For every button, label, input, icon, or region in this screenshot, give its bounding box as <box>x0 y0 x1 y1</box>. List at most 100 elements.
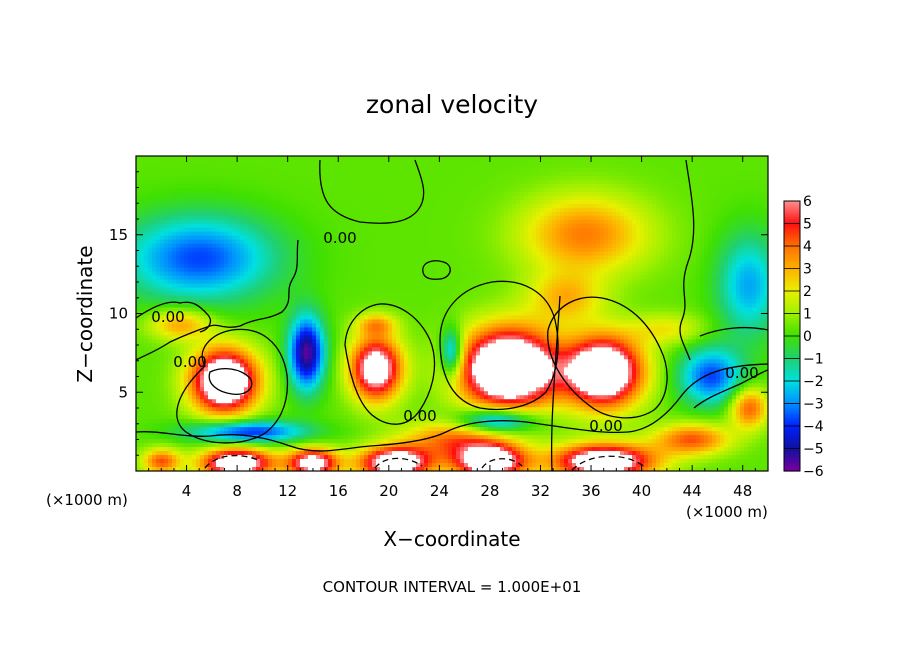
heatmap-cell <box>488 175 493 181</box>
heatmap-cell <box>324 279 329 285</box>
heatmap-cell <box>172 219 177 225</box>
heatmap-cell <box>288 191 293 197</box>
heatmap-cell <box>568 251 573 257</box>
heatmap-cell <box>224 187 229 193</box>
heatmap-cell <box>396 263 401 269</box>
heatmap-cell <box>744 207 749 213</box>
heatmap-cell <box>516 227 521 233</box>
heatmap-cell <box>444 243 449 249</box>
heatmap-cell <box>200 167 205 173</box>
heatmap-cell <box>392 195 397 201</box>
heatmap-cell <box>228 255 233 261</box>
heatmap-cell <box>608 259 613 265</box>
heatmap-cell <box>252 275 257 281</box>
heatmap-cell <box>468 243 473 249</box>
heatmap-cell <box>364 203 369 209</box>
heatmap-cell <box>428 231 433 237</box>
heatmap-cell <box>388 167 393 173</box>
heatmap-cell <box>484 247 489 253</box>
heatmap-cell <box>460 171 465 177</box>
heatmap-cell <box>192 203 197 209</box>
heatmap-cell <box>220 259 225 265</box>
heatmap-cell <box>184 251 189 257</box>
heatmap-cell <box>192 251 197 257</box>
heatmap-cell <box>516 239 521 245</box>
heatmap-cell <box>712 235 717 241</box>
heatmap-cell <box>648 267 653 273</box>
heatmap-cell <box>224 183 229 189</box>
heatmap-cell <box>284 243 289 249</box>
heatmap-cell <box>504 179 509 185</box>
heatmap-cell <box>592 159 597 165</box>
heatmap-cell <box>348 175 353 181</box>
heatmap-cell <box>336 239 341 245</box>
heatmap-cell <box>740 211 745 217</box>
heatmap-cell <box>676 239 681 245</box>
heatmap-cell <box>760 243 765 249</box>
heatmap-cell <box>364 271 369 277</box>
heatmap-cell <box>228 251 233 257</box>
heatmap-cell <box>264 279 269 285</box>
heatmap-cell <box>548 195 553 201</box>
heatmap-cell <box>312 231 317 237</box>
heatmap-cell <box>552 239 557 245</box>
heatmap-cell <box>592 227 597 233</box>
heatmap-cell <box>244 271 249 277</box>
heatmap-cell <box>592 263 597 269</box>
heatmap-cell <box>556 255 561 261</box>
heatmap-cell <box>520 279 525 285</box>
heatmap-cell <box>760 183 765 189</box>
heatmap-cell <box>228 263 233 269</box>
heatmap-cell <box>396 163 401 169</box>
heatmap-cell <box>576 215 581 221</box>
heatmap-cell <box>504 191 509 197</box>
heatmap-cell <box>320 199 325 205</box>
heatmap-cell <box>588 163 593 169</box>
heatmap-cell <box>524 263 529 269</box>
heatmap-cell <box>248 187 253 193</box>
heatmap-cell <box>248 279 253 285</box>
heatmap-cell <box>764 275 768 281</box>
heatmap-cell <box>516 191 521 197</box>
heatmap-cell <box>256 159 261 165</box>
heatmap-cell <box>348 191 353 197</box>
heatmap-cell <box>368 251 373 257</box>
heatmap-cell <box>680 207 685 213</box>
heatmap-cell <box>656 215 661 221</box>
heatmap-cell <box>264 263 269 269</box>
heatmap-cell <box>304 187 309 193</box>
heatmap-cell <box>720 235 725 241</box>
heatmap-cell <box>564 271 569 277</box>
heatmap-cell <box>504 211 509 217</box>
heatmap-cell <box>308 251 313 257</box>
heatmap-cell <box>392 187 397 193</box>
heatmap-cell <box>596 223 601 229</box>
heatmap-cell <box>284 267 289 273</box>
heatmap-cell <box>140 175 145 181</box>
heatmap-cell <box>596 219 601 225</box>
heatmap-cell <box>276 183 281 189</box>
heatmap-cell <box>144 195 149 201</box>
heatmap-cell <box>540 235 545 241</box>
heatmap-cell <box>560 215 565 221</box>
heatmap-cell <box>680 223 685 229</box>
heatmap-cell <box>396 215 401 221</box>
heatmap-cell <box>316 167 321 173</box>
heatmap-cell <box>544 227 549 233</box>
heatmap-cell <box>744 187 749 193</box>
heatmap-cell <box>348 195 353 201</box>
heatmap-cell <box>548 219 553 225</box>
heatmap-cell <box>748 231 753 237</box>
heatmap-cell <box>612 156 617 161</box>
heatmap-cell <box>632 167 637 173</box>
heatmap-cell <box>200 227 205 233</box>
heatmap-cell <box>664 167 669 173</box>
heatmap-cell <box>616 211 621 217</box>
heatmap-cell <box>244 211 249 217</box>
heatmap-cell <box>696 183 701 189</box>
heatmap-cell <box>424 171 429 177</box>
heatmap-cell <box>740 215 745 221</box>
heatmap-cell <box>668 199 673 205</box>
heatmap-cell <box>500 187 505 193</box>
heatmap-cell <box>492 275 497 281</box>
